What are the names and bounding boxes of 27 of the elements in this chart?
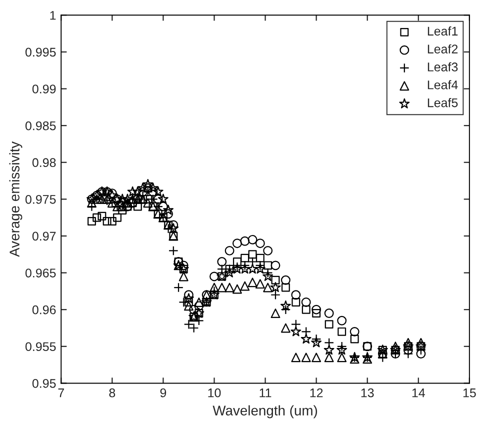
y-axis-title: Average emissivity xyxy=(9,141,22,257)
y-tick-label: 0.95 xyxy=(32,379,56,388)
legend-label: Leaf2 xyxy=(428,44,458,54)
y-tick-label: 1 xyxy=(50,11,56,20)
y-tick-label: 0.99 xyxy=(32,84,56,94)
y-tick-label: 0.985 xyxy=(25,121,56,130)
y-tick-label: 0.965 xyxy=(25,268,56,278)
x-tick-label: 8 xyxy=(109,388,116,398)
x-tick-label: 12 xyxy=(310,388,323,398)
legend-label: Leaf5 xyxy=(428,98,458,108)
x-tick-label: 10 xyxy=(208,388,221,398)
legend-label: Leaf4 xyxy=(428,80,458,90)
y-tick-label: 0.96 xyxy=(32,305,56,314)
y-tick-label: 0.995 xyxy=(25,48,56,57)
x-tick-label: 11 xyxy=(260,388,272,398)
x-axis-title: Wavelength (um) xyxy=(212,405,318,418)
x-tick-label: 9 xyxy=(160,388,166,398)
legend-label: Leaf1 xyxy=(428,26,458,36)
y-tick-label: 0.98 xyxy=(32,158,56,168)
y-tick-label: 0.97 xyxy=(32,232,56,241)
y-tick-label: 0.955 xyxy=(25,342,56,352)
x-tick-label: 14 xyxy=(412,388,425,398)
x-tick-label: 15 xyxy=(463,388,476,398)
x-tick-label: 7 xyxy=(58,388,64,398)
legend-label: Leaf3 xyxy=(428,62,458,72)
y-tick-label: 0.975 xyxy=(25,194,56,204)
x-tick-label: 13 xyxy=(361,388,374,398)
